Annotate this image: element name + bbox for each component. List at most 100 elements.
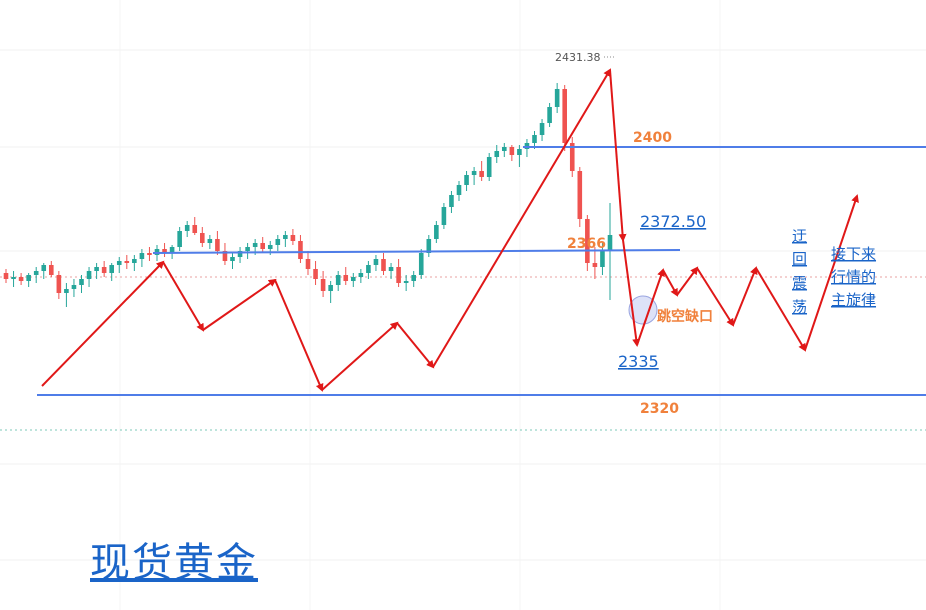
candle-body bbox=[177, 231, 182, 247]
trend-arrow-3 bbox=[274, 279, 324, 392]
candle-body bbox=[313, 269, 318, 279]
trend-arrow-13 bbox=[732, 266, 758, 326]
candle-body bbox=[547, 107, 552, 123]
candle-body bbox=[56, 275, 62, 293]
oscillation-char-1: 迂 bbox=[792, 227, 807, 245]
next-move-line-1: 接下来 bbox=[831, 245, 876, 263]
price-label-2335: 2335 bbox=[618, 352, 659, 371]
candle-body bbox=[373, 259, 379, 265]
candle-body bbox=[411, 275, 416, 281]
candle-body bbox=[283, 235, 288, 239]
high-price-label: 2431.38 bbox=[555, 51, 601, 64]
next-move-line-3: 主旋律 bbox=[831, 291, 876, 309]
candle-body bbox=[267, 245, 273, 249]
candle-body bbox=[320, 279, 326, 291]
candle-body bbox=[11, 277, 16, 279]
candlestick-series bbox=[3, 83, 613, 307]
support-resistance-lines bbox=[37, 56, 926, 396]
candle-body bbox=[162, 249, 167, 253]
oscillation-char-4: 荡 bbox=[792, 298, 807, 316]
candle-body bbox=[192, 225, 198, 233]
next-move-line-2: 行情的 bbox=[831, 268, 876, 286]
candle-body bbox=[230, 257, 235, 261]
candle-body bbox=[396, 267, 401, 283]
trend-arrow-1 bbox=[162, 261, 205, 332]
trend-arrow-10 bbox=[662, 269, 678, 297]
candle-body bbox=[64, 289, 69, 293]
candle-body bbox=[517, 149, 522, 155]
candle-body bbox=[403, 281, 409, 283]
candle-body bbox=[479, 171, 484, 177]
oscillation-char-3: 震 bbox=[792, 274, 807, 292]
candle-body bbox=[49, 265, 54, 275]
trend-arrows bbox=[41, 68, 859, 392]
trend-arrow-14 bbox=[755, 267, 807, 352]
level-label-2400: 2400 bbox=[633, 130, 672, 146]
candle-body bbox=[562, 89, 567, 143]
candle-body bbox=[434, 225, 439, 239]
candle-body bbox=[569, 143, 575, 171]
trend-arrow-4 bbox=[321, 321, 399, 391]
candle-body bbox=[577, 171, 583, 219]
candle-body bbox=[222, 251, 228, 261]
candle-body bbox=[464, 175, 469, 185]
candle-body bbox=[600, 251, 605, 267]
candle-body bbox=[26, 275, 31, 281]
candle-body bbox=[381, 259, 386, 271]
candle-body bbox=[351, 277, 356, 281]
candle-body bbox=[358, 273, 364, 277]
candle-body bbox=[592, 263, 598, 267]
candle-body bbox=[3, 273, 9, 279]
candle-body bbox=[298, 241, 303, 259]
candle-body bbox=[245, 247, 250, 251]
trend-arrow-15 bbox=[804, 194, 859, 351]
candle-body bbox=[509, 147, 515, 155]
candle-body bbox=[426, 239, 432, 253]
candle-body bbox=[109, 265, 114, 273]
candle-body bbox=[260, 243, 265, 249]
candle-body bbox=[290, 235, 296, 241]
candle-body bbox=[252, 243, 258, 247]
candle-body bbox=[71, 285, 77, 289]
candle-body bbox=[554, 89, 560, 107]
candle-body bbox=[494, 151, 500, 157]
candle-body bbox=[502, 147, 507, 151]
oscillation-char-2: 回 bbox=[792, 250, 807, 268]
price-label-2372: 2372.50 bbox=[640, 212, 706, 231]
candle-body bbox=[147, 253, 152, 255]
candle-body bbox=[585, 219, 590, 263]
candle-body bbox=[207, 239, 213, 243]
chart-title: 现货黄金 bbox=[90, 540, 258, 586]
candle-body bbox=[86, 271, 92, 279]
candle-body bbox=[139, 253, 145, 259]
trend-arrow-7 bbox=[609, 69, 627, 242]
candle-body bbox=[124, 261, 130, 263]
trend-arrow-5 bbox=[396, 322, 435, 369]
candle-body bbox=[456, 185, 462, 195]
candle-body bbox=[237, 251, 243, 257]
candle-body bbox=[471, 171, 477, 175]
gap-label: 跳空缺口 bbox=[657, 308, 713, 325]
candle-body bbox=[101, 267, 107, 273]
candle-body bbox=[441, 207, 447, 225]
candle-body bbox=[388, 267, 394, 271]
trend-arrow-9 bbox=[636, 268, 665, 346]
candle-body bbox=[215, 239, 220, 251]
candle-body bbox=[449, 195, 454, 207]
trend-arrow-0 bbox=[41, 260, 165, 387]
level-label-2320: 2320 bbox=[640, 401, 679, 417]
candle-body bbox=[532, 135, 537, 143]
candle-body bbox=[33, 271, 39, 275]
candle-body bbox=[94, 267, 99, 271]
candle-body bbox=[539, 123, 545, 135]
trend-arrow-11 bbox=[676, 266, 699, 296]
candle-body bbox=[79, 279, 84, 285]
level-label-2366: 2366 bbox=[567, 236, 606, 252]
candle-body bbox=[366, 265, 371, 273]
candle-body bbox=[132, 259, 137, 263]
level-line-2366 bbox=[152, 249, 681, 254]
candle-body bbox=[335, 275, 341, 285]
candle-body bbox=[275, 239, 281, 245]
